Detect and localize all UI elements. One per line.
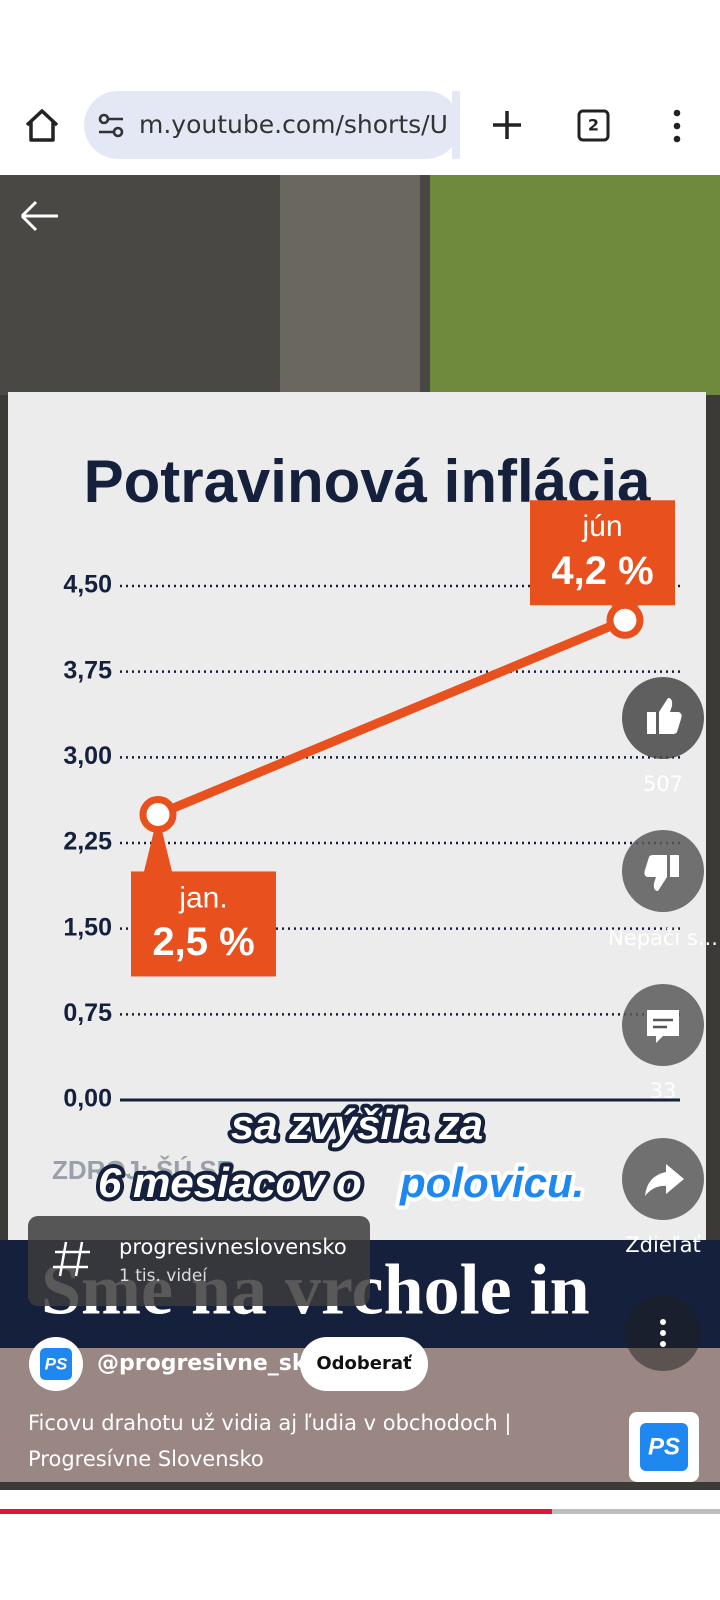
hashtag-count: 1 tis. videí: [119, 1266, 208, 1286]
hashtag-icon: [53, 1241, 90, 1277]
channel-logo-text: PS: [648, 1433, 680, 1460]
y-tick-label: 4,50: [63, 571, 112, 599]
annotation-box: [530, 500, 675, 606]
annotation-value: 2,5 %: [152, 920, 254, 964]
subscribe-label: Odoberať: [316, 1353, 413, 1374]
hashtag-name: progresivneslovensko: [119, 1235, 347, 1259]
like-icon: [647, 698, 682, 734]
progress-fill: [0, 1509, 552, 1514]
hashtag-chip[interactable]: [28, 1216, 370, 1306]
dislike-icon: [644, 855, 679, 891]
annotation-pointer: [144, 814, 172, 872]
tabs-button[interactable]: [577, 109, 610, 142]
channel-avatar-logo: [40, 1348, 72, 1380]
share-label: Zdieľať: [625, 1233, 700, 1257]
y-tick-label: 0,75: [63, 999, 112, 1027]
annotation-value: 4,2 %: [551, 549, 653, 593]
caption: sa zvýšila za 6 mesiacov o polovicu.: [94, 1097, 588, 1210]
share-icon: [645, 1164, 684, 1196]
address-bar[interactable]: [84, 91, 460, 159]
chart: Potravinová inflácia ZDROJ: ŠÚ SR 0,000,…: [52, 448, 680, 1185]
channel-avatar-text: PS: [45, 1354, 68, 1373]
chart-source: ZDROJ: ŠÚ SR: [52, 1155, 236, 1185]
y-tick-label: 3,00: [63, 742, 112, 770]
actions: 507 Nepáči s... 33 Zdieľať: [608, 677, 718, 1371]
data-point: [139, 795, 177, 833]
back-button[interactable]: [20, 200, 58, 232]
annotation-category: jún: [581, 510, 622, 543]
caption-line: 6 mesiacov o: [98, 1159, 362, 1206]
video-title: Progresívne Slovensko: [28, 1447, 264, 1471]
y-tick-label: 1,50: [63, 913, 112, 941]
video-scenery: [280, 175, 420, 395]
dislike-label: Nepáči s...: [608, 926, 718, 950]
annotation-box: [131, 871, 276, 977]
video-scenery: [430, 175, 720, 395]
comment-icon-lines: [653, 1018, 673, 1029]
data-line: [153, 615, 630, 819]
caption-line: sa zvýšila za: [231, 1101, 483, 1148]
site-settings-icon[interactable]: [98, 113, 124, 138]
url: m.youtube.com/shorts/U: [139, 110, 448, 139]
menu-button[interactable]: [673, 109, 681, 143]
new-tab-button[interactable]: [493, 111, 521, 139]
comment-count: 33: [650, 1079, 677, 1103]
y-tick-label: 0,00: [63, 1085, 112, 1113]
home-button[interactable]: [25, 109, 59, 142]
y-tick-label: 2,25: [63, 828, 112, 856]
video-title: Ficovu drahotu už vidia aj ľudia v obcho…: [28, 1411, 511, 1436]
subscribe-button[interactable]: [300, 1337, 428, 1391]
more-icon: [660, 1319, 666, 1347]
annotation-category: jan.: [178, 881, 227, 914]
channel-handle[interactable]: @progresivne_sk: [97, 1351, 308, 1376]
tab-count: 2: [588, 116, 599, 135]
data-point: [606, 601, 644, 639]
y-tick-label: 3,75: [63, 656, 112, 684]
url-fade: [452, 91, 460, 159]
channel-logo: [640, 1423, 688, 1471]
caption-highlight: polovicu.: [399, 1159, 584, 1206]
like-count: 507: [643, 772, 683, 796]
